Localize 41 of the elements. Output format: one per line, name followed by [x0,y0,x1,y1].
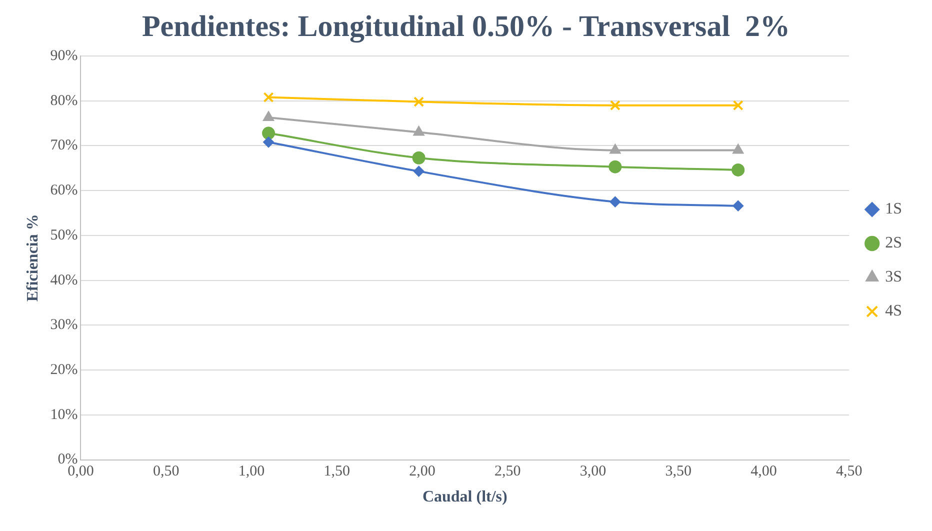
y-tick-label: 60% [50,182,78,199]
y-tick-label: 40% [50,272,78,288]
legend-label: 3S [885,268,902,286]
x-tick-label: 1,50 [324,464,350,480]
y-tick-label: 20% [50,362,78,378]
point [413,166,424,177]
y-tick-label: 10% [50,406,78,423]
point [610,100,620,111]
x-tick-label: 4,50 [836,464,862,480]
legend-label: 4S [885,302,902,320]
point [413,126,424,136]
x-tick-label: 3,50 [665,464,692,480]
point [732,163,745,176]
x-tick-label: 2,00 [409,464,436,480]
x-tick-label: 0,50 [152,464,180,480]
point [610,196,621,208]
y-tick-label: 80% [50,92,78,109]
x-tick-label: 0,00 [68,464,94,480]
point [732,144,744,154]
x-tick-label: 3,00 [580,464,606,480]
point [608,160,622,174]
y-tick-label: 50% [50,227,78,244]
y-axis-title: Eficiencia % [24,214,42,302]
point [412,151,426,164]
x-axis-title: Caudal (lt/s) [422,488,508,506]
point [414,96,424,108]
x-tick-label: 1,00 [238,464,265,480]
point [262,126,276,140]
legend-label: 2S [885,234,902,252]
y-tick-label: 70% [50,138,78,154]
point [263,92,274,103]
x-tick-label: 4,00 [750,464,777,480]
y-tick-label: 90% [50,48,78,64]
point [732,200,744,212]
chart-title: Pendientes: Longitudinal 0.50% - Transversal 2% [142,10,790,43]
x-tick-label: 2,50 [494,464,521,480]
point [263,136,274,148]
point [732,100,744,111]
legend-label: 1S [885,200,902,218]
point [609,144,621,154]
y-tick-label: 30% [50,317,78,334]
